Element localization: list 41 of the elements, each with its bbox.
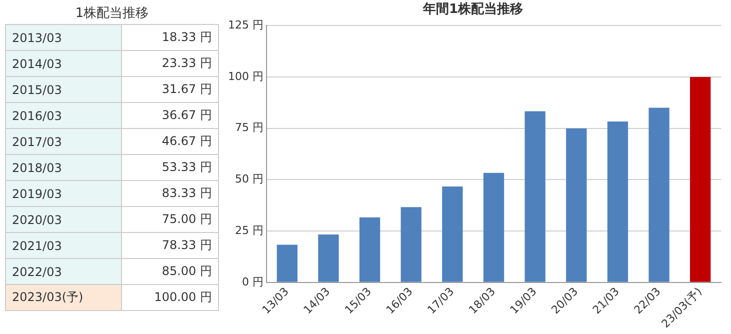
category-label: 2018/03 xyxy=(6,154,122,180)
text: 85.00 円 xyxy=(162,264,212,278)
category-label: 2022/03 xyxy=(6,258,122,284)
y-tick-label: 0 円 xyxy=(242,275,264,288)
text: 18.33 円 xyxy=(162,30,212,44)
bar xyxy=(566,128,587,282)
text: 31.67 円 xyxy=(162,82,212,96)
bar xyxy=(607,121,628,282)
text: 83.33 円 xyxy=(162,186,212,200)
y-tick-label: 100 円 xyxy=(228,70,264,83)
y-tick-label: 25 円 xyxy=(234,224,264,237)
y-tick-label: 125 円 xyxy=(228,18,264,32)
bar xyxy=(648,108,670,282)
category-label: 2014/03 xyxy=(6,50,122,76)
bar xyxy=(400,207,422,282)
text: 23.33 円 xyxy=(162,56,212,70)
bar xyxy=(276,244,298,282)
category-label: 2013/03 xyxy=(6,24,122,50)
y-tick-label: 75 円 xyxy=(234,121,264,134)
bar xyxy=(524,111,546,282)
category-label: 2023/03(予) xyxy=(6,284,122,310)
category-label: 2015/03 xyxy=(6,76,122,102)
bar xyxy=(690,76,711,282)
text: 53.33 円 xyxy=(162,160,212,174)
bar xyxy=(442,186,463,282)
category-label: 2021/03 xyxy=(6,232,122,258)
text: 75.00 円 xyxy=(162,212,212,226)
bar xyxy=(483,172,504,282)
text: 46.67 円 xyxy=(162,134,212,148)
chart-title: 年間1株配当推移 xyxy=(422,2,524,18)
text: 1株配当推移 xyxy=(74,5,150,23)
text: 78.33 円 xyxy=(162,238,212,252)
bar xyxy=(318,234,339,282)
text: 100.00 円 xyxy=(154,290,212,304)
category-label: 2017/03 xyxy=(6,128,122,154)
bar xyxy=(359,217,380,282)
y-tick-label: 50 円 xyxy=(234,172,264,186)
category-label: 2016/03 xyxy=(6,102,122,128)
category-label: 2020/03 xyxy=(6,206,122,232)
category-label: 2019/03 xyxy=(6,180,122,206)
text: 36.67 円 xyxy=(162,108,212,122)
